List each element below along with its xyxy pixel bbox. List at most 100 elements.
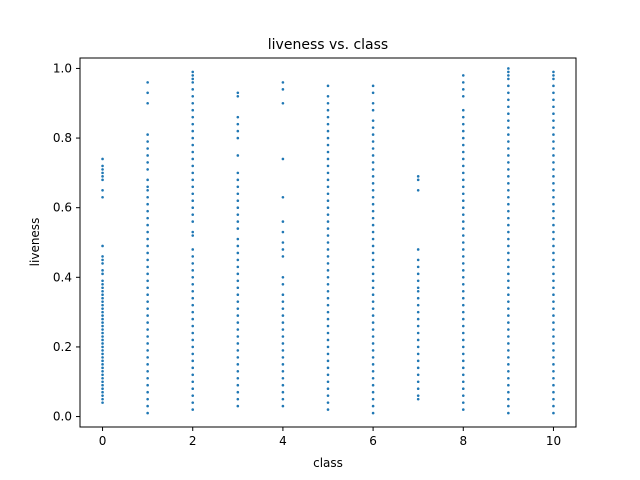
data-point: [416, 397, 420, 401]
data-point: [461, 192, 465, 196]
data-point: [101, 171, 104, 175]
data-point: [191, 289, 195, 293]
data-point: [191, 94, 195, 98]
data-point: [236, 237, 240, 241]
data-point: [461, 262, 465, 265]
data-point: [326, 338, 330, 342]
data-point: [416, 359, 420, 363]
data-point: [146, 178, 149, 182]
data-point: [371, 84, 375, 88]
data-point: [416, 303, 420, 307]
data-point: [326, 276, 330, 279]
data-point: [236, 178, 240, 182]
data-point: [371, 195, 375, 199]
data-point: [461, 136, 465, 140]
data-point: [371, 140, 375, 143]
data-point: [146, 390, 149, 394]
data-point: [552, 133, 555, 136]
data-point: [326, 101, 330, 105]
points-layer: [101, 67, 555, 415]
data-point: [191, 401, 195, 404]
data-point: [146, 91, 149, 95]
data-point: [281, 390, 285, 394]
data-point: [146, 314, 149, 317]
data-point: [371, 356, 375, 359]
data-point: [101, 352, 104, 356]
data-point: [236, 154, 240, 157]
data-point: [552, 175, 555, 178]
data-point: [236, 279, 240, 283]
data-point: [461, 366, 465, 370]
data-point: [191, 115, 195, 119]
data-point: [552, 321, 555, 324]
data-point: [146, 244, 149, 248]
data-point: [461, 310, 465, 314]
y-tick-label: 0.8: [53, 131, 72, 145]
data-point: [507, 272, 510, 276]
data-point: [146, 265, 149, 269]
data-point: [281, 101, 285, 105]
data-point: [101, 262, 104, 265]
data-point: [507, 147, 510, 150]
data-point: [236, 244, 240, 248]
data-point: [236, 265, 240, 269]
data-point: [326, 150, 330, 154]
data-point: [326, 408, 330, 411]
data-point: [371, 397, 375, 401]
data-point: [281, 230, 285, 234]
data-point: [146, 237, 149, 241]
data-point: [507, 293, 510, 297]
data-point: [236, 376, 240, 380]
data-point: [507, 175, 510, 178]
data-point: [191, 380, 195, 384]
data-point: [507, 168, 510, 171]
data-point: [236, 363, 240, 366]
data-point: [371, 244, 375, 248]
data-point: [281, 356, 285, 359]
data-point: [146, 397, 149, 401]
y-tick-label: 1.0: [53, 61, 72, 75]
data-point: [461, 206, 465, 209]
data-point: [461, 359, 465, 363]
data-point: [101, 397, 104, 401]
data-point: [371, 321, 375, 324]
y-tick-label: 0.0: [53, 410, 72, 424]
data-point: [552, 147, 555, 150]
data-point: [552, 397, 555, 401]
data-point: [552, 390, 555, 394]
data-point: [326, 136, 330, 140]
data-point: [146, 335, 149, 338]
data-point: [507, 370, 510, 373]
data-point: [326, 380, 330, 384]
data-point: [552, 376, 555, 380]
data-point: [101, 289, 104, 293]
data-point: [191, 296, 195, 300]
data-point: [461, 338, 465, 342]
data-point: [101, 324, 104, 328]
data-point: [326, 289, 330, 293]
data-point: [552, 300, 555, 303]
data-point: [371, 286, 375, 290]
data-point: [371, 101, 375, 105]
data-point: [101, 157, 104, 161]
data-point: [326, 324, 330, 328]
data-point: [326, 331, 330, 335]
data-point: [326, 94, 330, 98]
data-point: [507, 216, 510, 220]
data-point: [191, 345, 195, 349]
data-point: [101, 307, 104, 310]
data-point: [326, 248, 330, 251]
data-point: [461, 171, 465, 175]
data-point: [371, 390, 375, 394]
data-point: [552, 363, 555, 366]
data-point: [507, 70, 510, 74]
data-point: [371, 293, 375, 297]
data-point: [416, 272, 420, 276]
data-point: [191, 373, 195, 377]
data-point: [507, 182, 510, 185]
data-point: [191, 310, 195, 314]
data-point: [461, 81, 465, 84]
data-point: [146, 321, 149, 324]
data-point: [371, 175, 375, 178]
